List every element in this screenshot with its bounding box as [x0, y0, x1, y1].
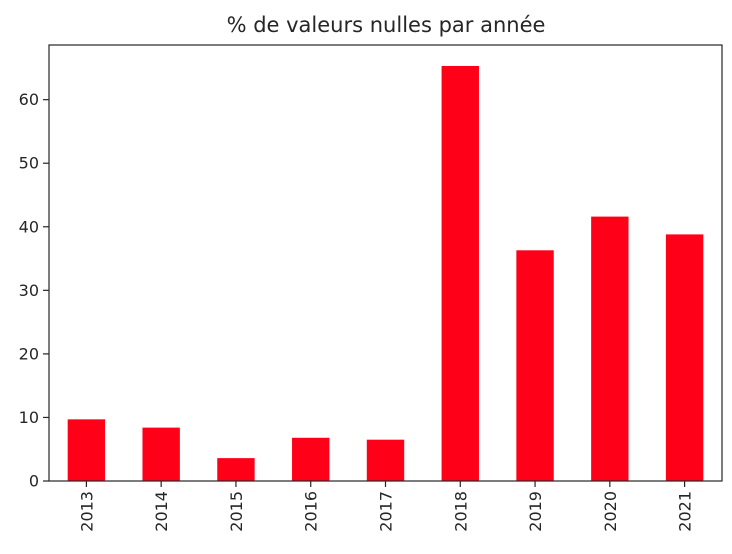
y-tick-label-40: 40 — [19, 217, 39, 236]
x-tick-label-2018: 2018 — [451, 491, 470, 532]
y-tick-label-30: 30 — [19, 281, 39, 300]
x-tick-label-2020: 2020 — [601, 491, 620, 532]
plot-frame — [48, 44, 723, 482]
x-axis: 2013 2014 2015 2016 2017 2018 2019 2020 2021 — [77, 481, 695, 532]
y-axis: 0 10 20 30 40 50 60 — [19, 90, 49, 491]
x-tick-label-2015: 2015 — [227, 491, 246, 532]
chart-title: % de valeurs nulles par année — [227, 13, 546, 37]
x-tick-label-2019: 2019 — [526, 491, 545, 532]
x-tick-label-2014: 2014 — [152, 491, 171, 532]
bar-2020 — [591, 216, 629, 481]
x-tick-label-2017: 2017 — [377, 491, 396, 532]
x-tick-label-2013: 2013 — [77, 491, 96, 532]
x-tick-label-2016: 2016 — [302, 491, 321, 532]
bar-2014 — [142, 427, 180, 481]
bar-2019 — [516, 250, 554, 481]
x-tick-label-2021: 2021 — [676, 491, 695, 532]
bar-2018 — [441, 65, 479, 481]
bar-2016 — [292, 437, 330, 481]
y-tick-label-60: 60 — [19, 90, 39, 109]
y-tick-label-20: 20 — [19, 344, 39, 363]
bar-2021 — [665, 234, 704, 481]
y-tick-label-50: 50 — [19, 154, 39, 173]
bar-2015 — [217, 458, 255, 481]
y-tick-label-10: 10 — [19, 408, 39, 427]
bars — [67, 65, 704, 481]
bar-2013 — [67, 419, 106, 481]
bar-2017 — [366, 439, 405, 481]
y-tick-label-0: 0 — [29, 472, 39, 491]
